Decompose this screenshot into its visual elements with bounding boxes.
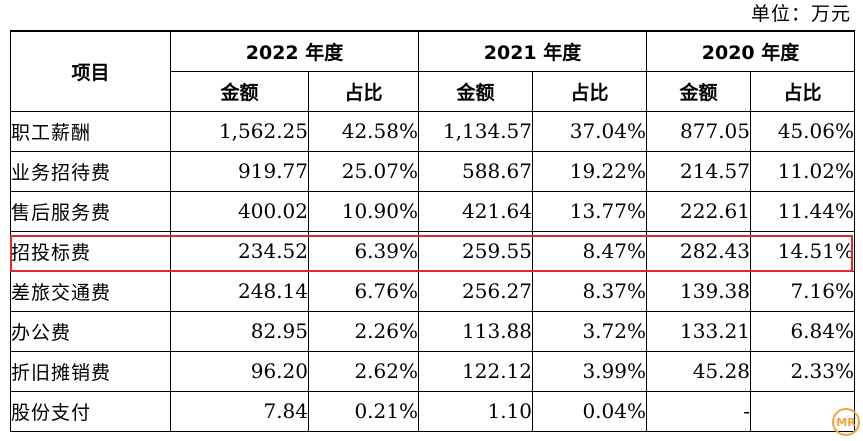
- ratio-cell: 25.07%: [308, 150, 419, 192]
- amount-cell: 7.84: [170, 390, 309, 432]
- ratio-cell: 8.37%: [532, 270, 647, 312]
- row-label: 差旅交通费: [10, 270, 171, 312]
- ratio-cell: 0.04%: [532, 390, 647, 432]
- table-row: 职工薪酬 1,562.25 42.58% 1,134.57 37.04% 877.05 45…: [10, 110, 855, 152]
- ratio-cell: 13.77%: [532, 190, 647, 232]
- table-row: 招投标费 234.52 6.39% 259.55 8.47% 282.43 14.51%: [10, 230, 855, 272]
- header-amount: 金额: [646, 70, 751, 112]
- header-ratio: 占比: [532, 70, 647, 112]
- amount-cell: 421.64: [418, 190, 533, 232]
- ratio-cell: 6.84%: [750, 310, 855, 352]
- ratio-cell: 3.72%: [532, 310, 647, 352]
- ratio-cell: 7.16%: [750, 270, 855, 312]
- amount-cell: 133.21: [646, 310, 751, 352]
- ratio-cell: 37.04%: [532, 110, 647, 152]
- row-label: 招投标费: [10, 230, 171, 272]
- header-item: 项目: [10, 30, 171, 112]
- amount-cell: 1,562.25: [170, 110, 309, 152]
- ratio-cell: 6.39%: [308, 230, 419, 272]
- amount-cell: 588.67: [418, 150, 533, 192]
- amount-cell: 259.55: [418, 230, 533, 272]
- header-ratio: 占比: [750, 70, 855, 112]
- table-row: 售后服务费 400.02 10.90% 421.64 13.77% 222.61 11.44…: [10, 190, 855, 232]
- watermark-text: MR: [836, 416, 856, 429]
- header-year-2021: 2021 年度: [418, 30, 647, 72]
- row-label: 办公费: [10, 310, 171, 352]
- header-row-metrics: 金额 占比 金额 占比 金额 占比: [11, 70, 855, 112]
- ratio-cell: 45.06%: [750, 110, 855, 152]
- amount-cell: 1.10: [418, 390, 533, 432]
- ratio-cell: 11.44%: [750, 190, 855, 232]
- amount-cell: 248.14: [170, 270, 309, 312]
- row-label: 折旧摊销费: [10, 350, 171, 392]
- ratio-cell: 10.90%: [308, 190, 419, 232]
- amount-cell: 256.27: [418, 270, 533, 312]
- row-label: 售后服务费: [10, 190, 171, 232]
- amount-cell: 45.28: [646, 350, 751, 392]
- amount-cell: -: [646, 390, 751, 432]
- row-label: 职工薪酬: [10, 110, 171, 152]
- ratio-cell: 14.51%: [750, 230, 855, 272]
- ratio-cell: 2.33%: [750, 350, 855, 392]
- ratio-cell: 0.21%: [308, 390, 419, 432]
- header-row-years: 项目 2022 年度 2021 年度 2020 年度: [10, 30, 855, 112]
- table-row: 差旅交通费 248.14 6.76% 256.27 8.37% 139.38 7.16%: [10, 270, 855, 312]
- unit-label: 单位：万元: [750, 3, 851, 25]
- header-year-2022: 2022 年度: [170, 30, 419, 72]
- table-row: 折旧摊销费 96.20 2.62% 122.12 3.99% 45.28 2.33%: [10, 350, 855, 392]
- amount-cell: 400.02: [170, 190, 309, 232]
- ratio-cell: 3.99%: [532, 350, 647, 392]
- amount-cell: 96.20: [170, 350, 309, 392]
- table-row: 办公费 82.95 2.26% 113.88 3.72% 133.21 6.84%: [10, 310, 855, 352]
- sales-expense-table: 项目 2022 年度 2021 年度 2020 年度 金额 占比 金额 占比 金…: [10, 30, 855, 432]
- amount-cell: 919.77: [170, 150, 309, 192]
- ratio-cell: 11.02%: [750, 150, 855, 192]
- amount-cell: 113.88: [418, 310, 533, 352]
- amount-cell: 122.12: [418, 350, 533, 392]
- table-row: 股份支付 7.84 0.21% 1.10 0.04% -: [10, 390, 855, 432]
- mr-logo-icon: MR: [832, 408, 860, 436]
- ratio-cell: 2.26%: [308, 310, 419, 352]
- ratio-cell: 6.76%: [308, 270, 419, 312]
- ratio-cell: 2.62%: [308, 350, 419, 392]
- amount-cell: 877.05: [646, 110, 751, 152]
- amount-cell: 82.95: [170, 310, 309, 352]
- header-amount: 金额: [170, 70, 309, 112]
- header-ratio: 占比: [308, 70, 419, 112]
- header-year-2020: 2020 年度: [646, 30, 855, 72]
- ratio-cell: 8.47%: [532, 230, 647, 272]
- amount-cell: 139.38: [646, 270, 751, 312]
- ratio-cell: 19.22%: [532, 150, 647, 192]
- amount-cell: 282.43: [646, 230, 751, 272]
- row-label: 股份支付: [10, 390, 171, 432]
- header-amount: 金额: [418, 70, 533, 112]
- amount-cell: 222.61: [646, 190, 751, 232]
- amount-cell: 214.57: [646, 150, 751, 192]
- table-row: 业务招待费 919.77 25.07% 588.67 19.22% 214.57 11.02…: [10, 150, 855, 192]
- amount-cell: 1,134.57: [418, 110, 533, 152]
- row-label: 业务招待费: [10, 150, 171, 192]
- ratio-cell: 42.58%: [308, 110, 419, 152]
- amount-cell: 234.52: [170, 230, 309, 272]
